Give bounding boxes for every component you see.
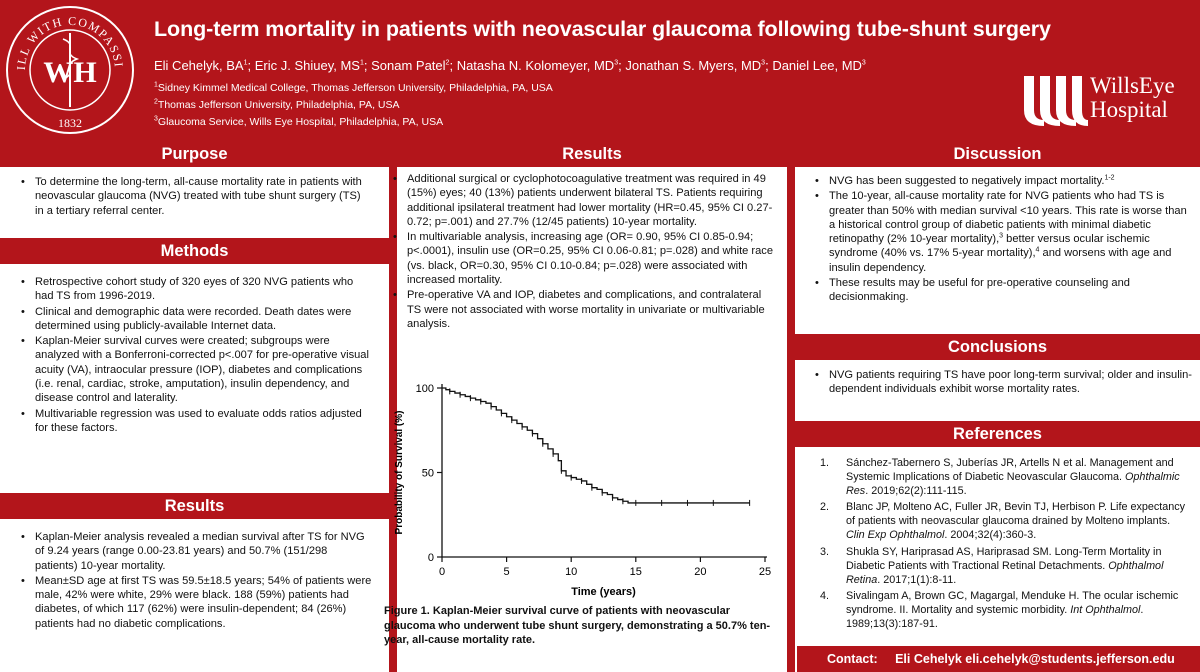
wills-eye-logo-icon [1024, 76, 1088, 126]
discussion-heading: Discussion [795, 141, 1200, 167]
svg-text:1832: 1832 [58, 116, 82, 130]
author-affiliation-sup: 3 [861, 59, 866, 67]
y-axis-label: Probability of Survival (%) [394, 411, 405, 535]
methods-bullet: Retrospective cohort study of 320 eyes o… [14, 275, 372, 304]
column-divider-right [787, 141, 795, 672]
author-affiliation-sup: 3 [614, 59, 619, 67]
contact-bar: Contact: Eli Cehelyk eli.cehelyk@student… [797, 646, 1200, 672]
methods-bullet: Multivariable regression was used to eva… [14, 407, 372, 436]
x-tick-label: 20 [694, 566, 706, 578]
results-mid-body: Additional surgical or cyclophotocoagula… [386, 172, 776, 332]
x-tick-label: 10 [565, 566, 577, 578]
x-axis-label: Time (years) [571, 586, 636, 598]
y-tick-label: 50 [422, 468, 434, 480]
x-tick-label: 5 [504, 566, 510, 578]
author-name: Daniel Lee, MD [772, 58, 862, 73]
reference-item: 1. Sánchez-Tabernero S, Juberías JR, Arte… [820, 457, 1180, 498]
purpose-bullet: To determine the long-term, all-cause mo… [14, 175, 372, 218]
contact-label: Contact: [827, 652, 878, 666]
results-bullet: Kaplan-Meier analysis revealed a median … [14, 530, 372, 573]
results-bullet: Additional surgical or cyclophotocoagula… [386, 172, 776, 229]
results-left-heading: Results [0, 493, 389, 519]
results-bullet: Pre-operative VA and IOP, diabetes and c… [386, 288, 776, 331]
author-name: Jonathan S. Myers, MD [625, 58, 762, 73]
methods-bullet: Clinical and demographic data were recor… [14, 305, 372, 334]
contact-email[interactable]: eli.cehelyk@students.jefferson.edu [965, 652, 1175, 666]
purpose-body: To determine the long-term, all-cause mo… [14, 175, 372, 219]
author-name: Eli Cehelyk, BA [154, 58, 244, 73]
affiliation-1: 1Sidney Kimmel Medical College, Thomas J… [154, 81, 553, 95]
header-banner: SKILL WITH COMPASSION 1832 WH Long-term … [0, 0, 1200, 141]
conclusions-bullet: NVG patients requiring TS have poor long… [808, 368, 1193, 397]
author-affiliation-sup: 1 [359, 59, 364, 67]
affiliation-2: 2Thomas Jefferson University, Philadelph… [154, 98, 400, 112]
logo-wordmark-line1: WillsEye [1090, 73, 1175, 98]
survival-curve [442, 387, 750, 504]
kaplan-meier-chart: 0 50 100 0 5 10 15 20 25 Time (years) Probability … [394, 383, 771, 598]
author-affiliation-sup: 2 [445, 59, 450, 67]
author-affiliation-sup: 1 [243, 59, 248, 67]
contact-name: Eli Cehelyk [895, 652, 962, 666]
reference-item: 3. Shukla SY, Hariprasad AS, Hariprasad S… [820, 545, 1164, 586]
methods-heading: Methods [0, 238, 389, 264]
x-tick-label: 15 [630, 566, 642, 578]
results-bullet: In multivariable analysis, increasing ag… [386, 230, 776, 287]
results-mid-heading: Results [397, 141, 787, 167]
logo-wordmark-line2: Hospital [1090, 97, 1168, 122]
author-affiliation-sup: 3 [761, 59, 766, 67]
figure-caption: Figure 1. Kaplan-Meier survival curve of… [384, 605, 771, 646]
author-list: Eli Cehelyk, BA1; Eric J. Shiuey, MS1; S… [154, 58, 866, 73]
discussion-bullet: NVG has been suggested to negatively imp… [808, 174, 1193, 189]
references-list: 1. Sánchez-Tabernero S, Juberías JR, Arte… [812, 456, 1190, 633]
x-tick-label: 0 [439, 566, 445, 578]
author-name: Natasha N. Kolomeyer, MD [456, 58, 615, 73]
poster-title: Long-term mortality in patients with neo… [154, 17, 1051, 41]
y-tick-label: 0 [428, 552, 434, 564]
column-divider-left [389, 141, 397, 672]
conclusions-heading: Conclusions [795, 334, 1200, 360]
affiliation-3: 3Glaucoma Service, Wills Eye Hospital, P… [154, 115, 444, 129]
discussion-bullet: The 10-year, all-cause mortality rate fo… [808, 189, 1193, 275]
discussion-body: NVG has been suggested to negatively imp… [808, 174, 1193, 306]
wills-eye-seal-icon: SKILL WITH COMPASSION 1832 WH [3, 3, 134, 134]
reference-item: 2. Blanc JP, Molteno AC, Fuller JR, Bevin… [820, 501, 1186, 542]
methods-body: Retrospective cohort study of 320 eyes o… [14, 275, 372, 436]
methods-bullet: Kaplan-Meier survival curves were create… [14, 334, 372, 405]
reference-item: 4. Sivalingam A, Brown GC, Magargal, Mend… [820, 589, 1179, 631]
results-bullet: Mean±SD age at first TS was 59.5±18.5 ye… [14, 574, 372, 631]
discussion-bullet: These results may be useful for pre-oper… [808, 276, 1193, 305]
author-name: Sonam Patel [371, 58, 446, 73]
conclusions-body: NVG patients requiring TS have poor long… [808, 368, 1193, 398]
references-heading: References [795, 421, 1200, 447]
y-tick-label: 100 [416, 383, 434, 395]
x-tick-label: 25 [759, 566, 771, 578]
author-name: Eric J. Shiuey, MS [254, 58, 360, 73]
results-left-body: Kaplan-Meier analysis revealed a median … [14, 530, 372, 632]
purpose-heading: Purpose [0, 141, 389, 167]
